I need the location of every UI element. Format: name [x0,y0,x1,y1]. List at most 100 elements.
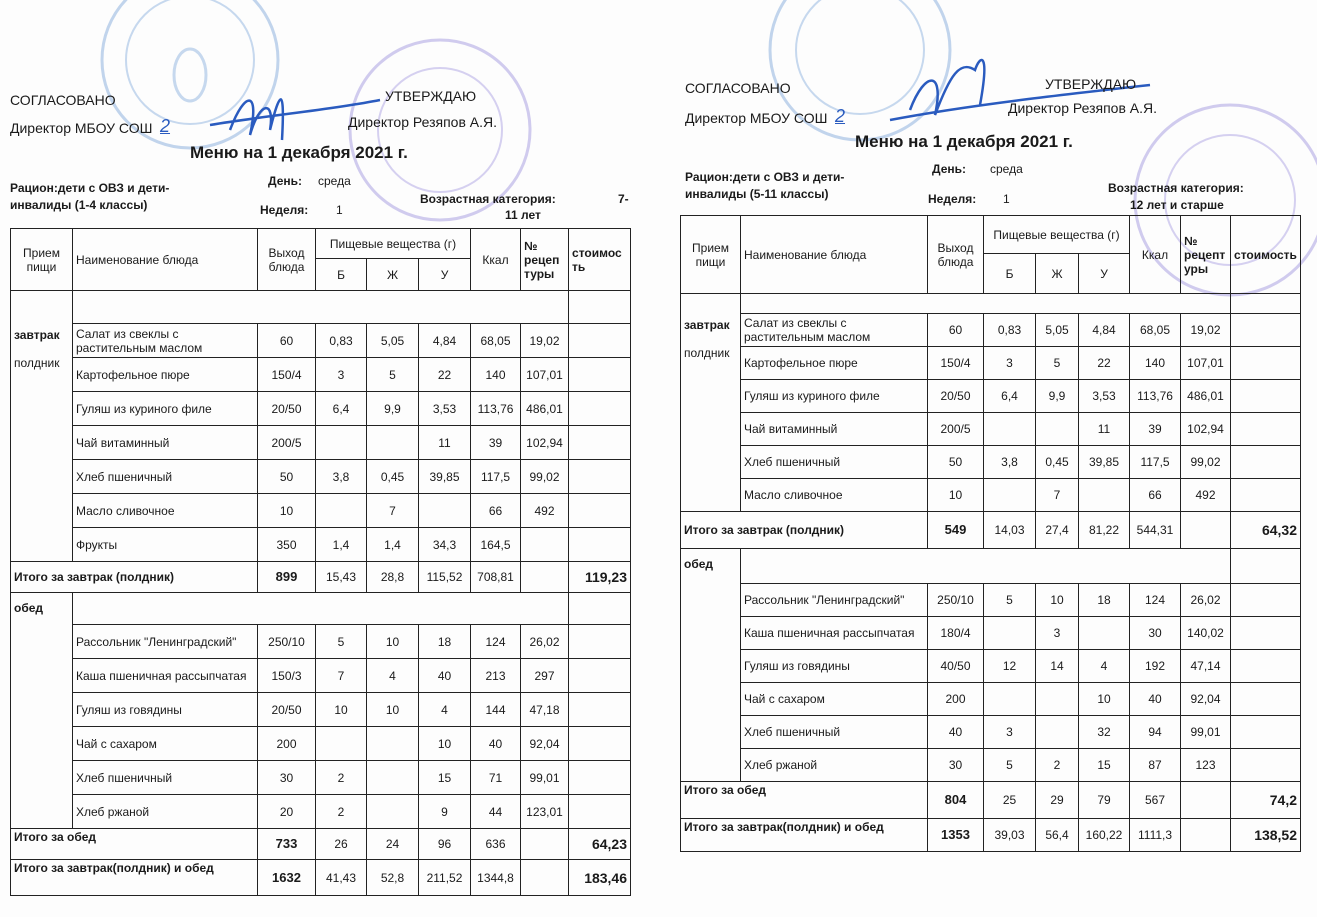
dish-name: Хлеб ржаной [72,794,258,829]
header-zh: Ж [366,258,419,291]
dish-cost [568,624,632,659]
dish-b: 3,8 [983,445,1036,479]
dish-name: Картофельное пюре [72,357,258,392]
total-u: 79 [1077,781,1131,819]
table-row: Фрукты 350 1,4 1,4 34,3 164,5 [11,527,632,562]
total-cost: 64,23 [568,828,632,860]
dish-u: 9 [417,794,472,829]
section-row: обед [680,548,1302,782]
grand-total-row: Итого за завтрак(полдник) и обед 1353 39,0… [680,818,1302,852]
total-b: 26 [315,828,367,860]
dish-u: 39,85 [1077,445,1131,479]
header-kcal: Ккал [1129,215,1182,294]
dish-cost [1230,583,1302,617]
dish-cost [568,459,632,494]
dish-kcal: 94 [1129,715,1182,749]
dish-cost [1230,313,1302,347]
menu-table: Прием пищи Наименование блюда Выход блюда П… [680,215,1302,852]
dish-b: 1,4 [315,527,367,562]
day-value: среда [318,174,351,188]
agreed-by: Директор МБОУ СОШ [685,110,828,126]
dish-kcal: 66 [1129,478,1182,512]
dish-u: 10 [417,726,472,761]
dish-cost [1230,682,1302,716]
day-value: среда [990,162,1023,176]
dish-zh: 1,4 [366,527,419,562]
dish-b: 6,4 [315,391,367,426]
table-row: Хлеб ржаной 20 2 9 44 123,01 [11,794,632,829]
dish-yield: 20 [257,794,316,829]
dish-u [417,493,472,528]
dish-name: Хлеб пшеничный [72,760,258,795]
meal-name-alt: полдник [14,356,60,370]
grand-total-kcal: 1111,3 [1129,818,1182,852]
header-b: Б [983,253,1036,294]
dish-yield: 350 [257,527,316,562]
meal-name: обед [684,557,714,571]
dish-b: 7 [315,658,367,693]
dish-cost [568,493,632,528]
dish-name: Чай витаминный [72,425,258,460]
header-name: Наименование блюда [72,228,258,291]
grand-total-b: 39,03 [983,818,1036,852]
school-number: 2 [835,106,846,126]
age-category-value-2: 12 лет и старше [1130,198,1224,212]
dish-b [315,425,367,460]
dish-yield: 200/5 [257,425,316,460]
dish-cost [568,726,632,761]
agreed-label: СОГЛАСОВАНО [685,80,791,96]
blank-cell [1230,548,1302,584]
dish-yield: 150/4 [257,357,316,392]
dish-kcal: 144 [470,692,522,727]
dish-zh: 7 [1035,478,1079,512]
age-category-value-2: 11 лет [505,208,541,222]
school-stamp-left [100,0,280,150]
table-row: Картофельное пюре 150/4 3 5 22 140 107,01 [681,346,1302,380]
dish-yield: 200/5 [927,412,984,446]
dish-name: Рассольник "Ленинградский" [72,624,258,659]
dish-recipe: 47,14 [1180,649,1232,683]
dish-cost [568,658,632,693]
dish-cost [1230,478,1302,512]
blank-cell [1230,293,1302,314]
dish-name: Фрукты [72,527,258,562]
dish-recipe: 99,02 [1180,445,1232,479]
total-cost: 74,2 [1230,781,1302,819]
total-kcal: 567 [1129,781,1182,819]
dish-u: 22 [1077,346,1131,380]
dish-cost [568,425,632,460]
dish-yield: 60 [927,313,984,347]
dish-recipe: 486,01 [1180,379,1232,413]
total-zh: 24 [366,828,419,860]
total-recipe [520,561,570,593]
dish-kcal: 44 [470,794,522,829]
dish-yield: 180/4 [927,616,984,650]
dish-zh: 2 [1035,748,1079,782]
dish-zh: 10 [1035,583,1079,617]
dish-zh [366,726,419,761]
dish-b: 10 [315,692,367,727]
table-row: Чай с сахаром 200 10 40 92,04 [681,682,1302,716]
grand-total-kcal: 1344,8 [470,859,522,896]
dish-yield: 20/50 [927,379,984,413]
header-name: Наименование блюда [740,215,928,294]
dish-kcal: 39 [1129,412,1182,446]
dish-zh: 10 [366,692,419,727]
menu-title: Меню на 1 декабря 2021 г. [855,132,1073,151]
dish-recipe: 107,01 [520,357,570,392]
dish-kcal: 71 [470,760,522,795]
dish-kcal: 40 [1129,682,1182,716]
approved-label: УТВЕРЖДАЮ [385,88,477,104]
table-row: Чай с сахаром 200 10 40 92,04 [11,726,632,761]
total-cost: 119,23 [568,561,632,593]
meal-cell: завтрак полдник [10,290,73,562]
dish-zh: 7 [366,493,419,528]
dish-recipe: 123,01 [520,794,570,829]
total-recipe [1180,511,1232,549]
dish-kcal: 117,5 [470,459,522,494]
table-row: Хлеб пшеничный 50 3,8 0,45 39,85 117,5 99,02 [681,445,1302,479]
dish-zh: 9,9 [366,391,419,426]
dish-yield: 20/50 [257,391,316,426]
grand-total-label: Итого за завтрак(полдник) и обед [10,859,258,896]
total-kcal: 544,31 [1129,511,1182,549]
